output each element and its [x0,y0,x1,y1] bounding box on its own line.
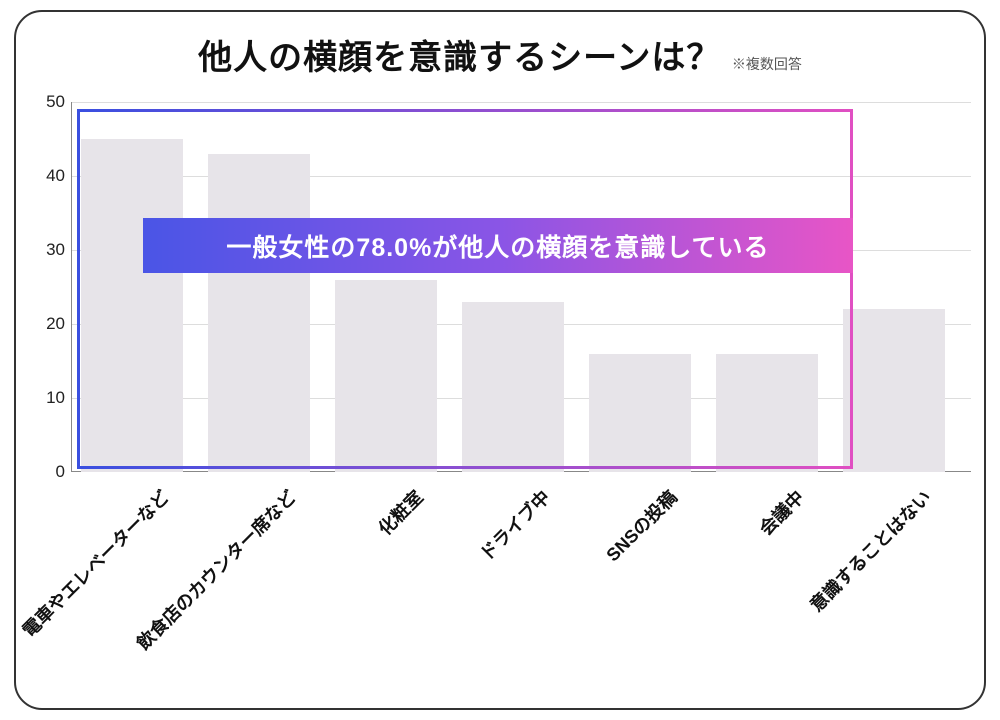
y-tick-label: 30 [31,240,65,260]
callout-text: 一般女性の78.0%が他人の横顔を意識している [226,228,769,264]
callout-banner: 一般女性の78.0%が他人の横顔を意識している [143,218,853,273]
bar [843,309,945,472]
y-tick-label: 40 [31,166,65,186]
x-labels-group: 電車やエレベーターなど飲食店のカウンター席など化粧室ドライブ中SNSの投稿会議中… [71,478,971,718]
title-row: 他人の横顔を意識するシーンは？ ※複数回答 [16,30,984,79]
y-tick-label: 0 [31,462,65,482]
chart-card: 他人の横顔を意識するシーンは？ ※複数回答 01020304050 電車やエレベ… [14,10,986,710]
highlight-box [77,109,853,469]
y-tick-label: 50 [31,92,65,112]
y-tick-label: 10 [31,388,65,408]
chart-title: 他人の横顔を意識するシーンは？ [198,30,721,79]
y-tick-label: 20 [31,314,65,334]
chart-subtitle: ※複数回答 [732,54,802,74]
